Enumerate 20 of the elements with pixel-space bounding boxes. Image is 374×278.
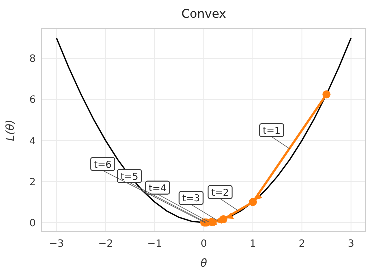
- annotation: t=6: [94, 160, 112, 171]
- y-tick-label: 4: [30, 136, 36, 148]
- y-tick-label: 8: [30, 54, 36, 66]
- annotation: t=3: [182, 194, 200, 205]
- y-tick-label: 6: [30, 95, 36, 106]
- annotation: t=4: [148, 183, 167, 194]
- chart-title: Convex: [182, 7, 226, 21]
- y-tick-label: 0: [30, 218, 36, 230]
- x-tick-label: 2: [298, 239, 306, 250]
- x-tick-label: 0: [200, 239, 208, 250]
- annotation: t=1: [263, 126, 281, 137]
- x-tick-label: 3: [348, 239, 354, 250]
- x-tick-label: −1: [148, 239, 162, 250]
- y-tick-label: 2: [30, 177, 36, 188]
- x-tick-label: 1: [250, 239, 256, 250]
- x-tick-label: −2: [98, 239, 114, 250]
- y-axis-title: L(θ): [4, 120, 17, 142]
- x-axis-title: θ: [200, 257, 208, 270]
- annotation: t=2: [211, 188, 230, 199]
- x-tick-label: −3: [49, 239, 64, 250]
